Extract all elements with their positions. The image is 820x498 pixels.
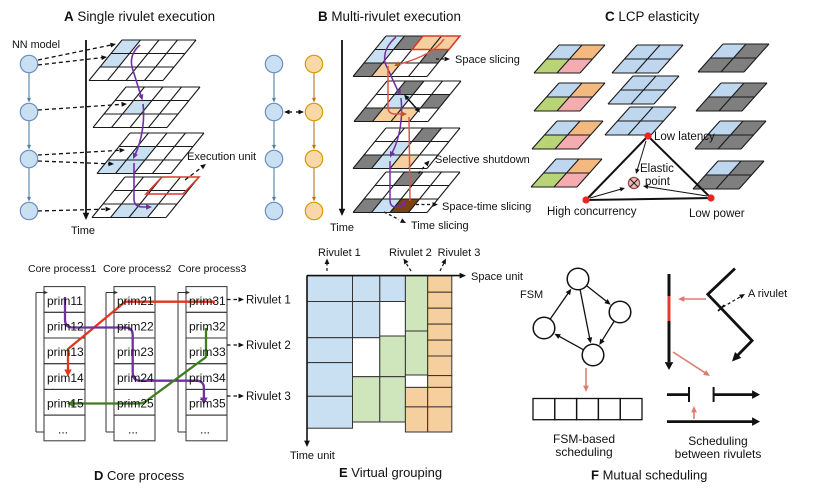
svg-text:Core process1: Core process1 (28, 263, 96, 275)
svg-text:prim15: prim15 (47, 397, 84, 411)
svg-text:Space unit: Space unit (471, 271, 523, 283)
svg-text:prim12: prim12 (47, 320, 84, 334)
svg-text:Rivulet 3: Rivulet 3 (438, 247, 481, 259)
svg-text:Rivulet 2: Rivulet 2 (246, 340, 291, 352)
svg-text:D Core process: D Core process (94, 468, 185, 483)
svg-text:B Multi-rivulet execution: B Multi-rivulet execution (318, 9, 461, 24)
svg-text:...: ... (128, 422, 138, 436)
svg-text:Core process3: Core process3 (178, 263, 246, 275)
svg-text:Space-time slicing: Space-time slicing (442, 201, 531, 213)
svg-text:scheduling: scheduling (555, 445, 612, 459)
svg-text:Rivulet 1: Rivulet 1 (246, 295, 291, 307)
svg-text:Scheduling: Scheduling (688, 434, 747, 448)
svg-text:prim34: prim34 (189, 371, 226, 385)
svg-text:between rivulets: between rivulets (675, 447, 762, 461)
svg-text:A Single rivulet execution: A Single rivulet execution (64, 9, 215, 24)
svg-text:Execution unit: Execution unit (187, 151, 256, 163)
svg-text:prim13: prim13 (47, 345, 84, 359)
svg-text:prim33: prim33 (189, 345, 226, 359)
svg-text:prim14: prim14 (47, 371, 84, 385)
svg-text:prim35: prim35 (189, 397, 226, 411)
svg-text:Low latency: Low latency (654, 131, 715, 143)
svg-text:E Virtual grouping: E Virtual grouping (339, 465, 442, 480)
svg-text:prim25: prim25 (117, 397, 154, 411)
svg-text:prim23: prim23 (117, 345, 154, 359)
svg-text:...: ... (200, 422, 210, 436)
svg-text:Elastic: Elastic (640, 163, 674, 175)
svg-text:Low power: Low power (689, 208, 745, 220)
svg-text:NN model: NN model (12, 39, 60, 51)
svg-text:FSM-based: FSM-based (553, 432, 615, 446)
svg-text:FSM: FSM (520, 289, 543, 301)
svg-text:C LCP elasticity: C LCP elasticity (605, 9, 700, 24)
svg-text:A rivulet: A rivulet (748, 288, 787, 300)
svg-text:Rivulet 3: Rivulet 3 (246, 391, 291, 403)
svg-text:Rivulet 2: Rivulet 2 (389, 247, 432, 259)
svg-text:Time: Time (330, 222, 354, 234)
svg-text:Time: Time (71, 225, 95, 237)
svg-text:...: ... (58, 422, 68, 436)
svg-text:Time unit: Time unit (290, 450, 335, 462)
svg-text:prim11: prim11 (47, 294, 83, 308)
svg-text:prim31: prim31 (189, 294, 226, 308)
svg-text:prim32: prim32 (189, 320, 226, 334)
svg-text:Space slicing: Space slicing (455, 54, 520, 66)
svg-text:Selective shutdown: Selective shutdown (435, 154, 530, 166)
svg-text:prim24: prim24 (117, 371, 154, 385)
svg-text:prim22: prim22 (117, 320, 154, 334)
svg-text:prim21: prim21 (117, 294, 154, 308)
svg-text:point: point (645, 176, 671, 188)
svg-text:F Mutual scheduling: F Mutual scheduling (591, 468, 707, 483)
svg-text:Core process2: Core process2 (103, 263, 171, 275)
svg-text:High concurrency: High concurrency (547, 206, 637, 218)
svg-text:Rivulet 1: Rivulet 1 (318, 247, 361, 259)
svg-text:Time slicing: Time slicing (411, 220, 469, 232)
